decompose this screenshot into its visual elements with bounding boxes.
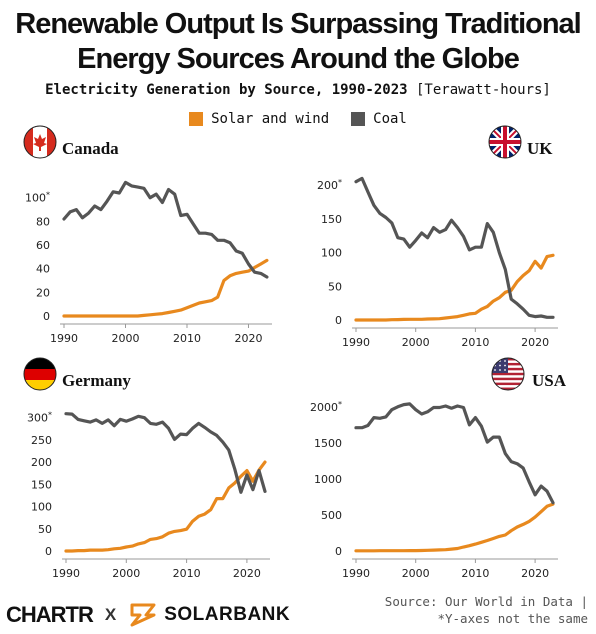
x-tick-label: 2000 [402, 336, 430, 349]
y-tick-label: 150 [31, 478, 52, 491]
chartr-logo: CHARTR [6, 602, 94, 627]
germany-flag [24, 358, 56, 390]
series-line-coal-canada [62, 180, 269, 279]
y-tick-label: 0 [43, 310, 50, 323]
y-tick-label: 0 [335, 545, 342, 558]
legend: Solar and wind Coal [0, 111, 596, 127]
y-tick-asterisk: * [338, 400, 342, 409]
x-tick-label: 1990 [50, 332, 78, 345]
y-tick-label: 0 [45, 545, 52, 558]
x-tick-label: 2010 [461, 336, 489, 349]
legend-swatch-solar-wind [189, 112, 204, 126]
x-tick-label: 2020 [521, 336, 549, 349]
x-tick-label: 1990 [52, 567, 80, 580]
legend-label-solar-wind: Solar and wind [211, 111, 330, 127]
y-tick-label: 1500 [314, 437, 342, 450]
y-tick-label: 1000 [314, 473, 342, 486]
y-tick-label: 250 [31, 434, 52, 447]
y-tick-label: 50 [38, 523, 52, 536]
y-tick-label: 20 [36, 286, 50, 299]
y-tick-label: 500 [321, 509, 342, 522]
solarbank-logo: SOLARBANK [128, 603, 290, 627]
series-line-solar-and-wind-uk [354, 253, 555, 322]
legend-label-coal: Coal [373, 111, 407, 127]
y-tick-label: 60 [36, 239, 50, 252]
y-tick-label: 150 [321, 213, 342, 226]
x-tick-label: 2000 [402, 567, 430, 580]
y-tick-label: 200 [31, 456, 52, 469]
source-note: Source: Our World in Data | [384, 594, 588, 609]
x-tick-label: 2010 [461, 567, 489, 580]
uk-flag [489, 126, 521, 158]
y-tick-label: 200* [317, 178, 342, 192]
series-line-solar-and-wind-germany [64, 460, 267, 553]
subtitle-text: Electricity Generation by Source, 1990-2… [45, 82, 408, 98]
y-tick-label: 300* [27, 411, 52, 425]
y-tick-label: 50 [328, 280, 342, 293]
chart-canada: Canada 0 20 40 60 80 100* 1990 2000 2010 2020 [23, 125, 272, 345]
canada-flag [24, 126, 56, 158]
x-tick-label: 2010 [173, 567, 201, 580]
x-tick-label: 2020 [521, 567, 549, 580]
title-line-2: Energy Sources Around the Globe [77, 43, 520, 75]
brand-separator: X [104, 605, 117, 624]
chart-title-uk: UK [527, 139, 553, 158]
axes-note: *Y-axes not the same [437, 610, 588, 626]
chart-uk: UK 0 50 100 150 200* 1990 2000 2010 2020 [317, 125, 558, 349]
chart-title-canada: Canada [62, 139, 119, 158]
x-tick-label: 2010 [173, 332, 201, 345]
x-tick-label: 2000 [112, 567, 140, 580]
x-tick-label: 2020 [234, 332, 262, 345]
chart-title-usa: USA [532, 371, 567, 390]
unit-label: [Terawatt-hours] [416, 82, 551, 98]
series-line-solar-and-wind-canada [62, 258, 269, 318]
legend-item-solar-wind: Solar and wind [189, 111, 329, 127]
chart-usa: USA 0 500 1000 1500 2000* 1990 2000 2010 2020 [310, 357, 567, 580]
chart-title-germany: Germany [62, 371, 131, 390]
x-tick-label: 2000 [111, 332, 139, 345]
y-tick-label: 40 [36, 263, 50, 276]
x-tick-label: 2020 [233, 567, 261, 580]
legend-item-coal: Coal [351, 111, 407, 127]
series-line-coal-uk [354, 176, 555, 319]
y-tick-label: 100* [25, 191, 50, 205]
x-tick-label: 1990 [342, 336, 370, 349]
solarbank-icon [130, 603, 156, 627]
footer-notes: Source: Our World in Data | *Y-axes not … [385, 594, 588, 628]
series-line-solar-and-wind-usa [354, 502, 555, 553]
usa-flag [492, 358, 524, 390]
subtitle: Electricity Generation by Source, 1990-2… [0, 82, 596, 98]
y-tick-label: 80 [36, 215, 50, 228]
y-tick-label: 0 [335, 314, 342, 327]
solarbank-wordmark: SOLARBANK [164, 604, 291, 625]
y-tick-asterisk: * [338, 178, 342, 187]
legend-swatch-coal [351, 112, 366, 126]
y-tick-asterisk: * [46, 191, 50, 200]
y-tick-label: 2000* [310, 400, 342, 414]
y-tick-label: 100 [31, 501, 52, 514]
title-line-1: Renewable Output Is Surpassing Tradition… [15, 8, 582, 40]
y-tick-asterisk: * [48, 411, 52, 420]
y-tick-label: 100 [321, 247, 342, 260]
series-line-coal-usa [354, 402, 555, 505]
chart-germany: Germany 0 50 100 150 200 250 300* 1990 2000 2010 20… [23, 357, 270, 580]
x-tick-label: 1990 [342, 567, 370, 580]
footer-brands: CHARTR X SOLARBANK [6, 602, 290, 628]
series-line-coal-germany [64, 412, 267, 494]
